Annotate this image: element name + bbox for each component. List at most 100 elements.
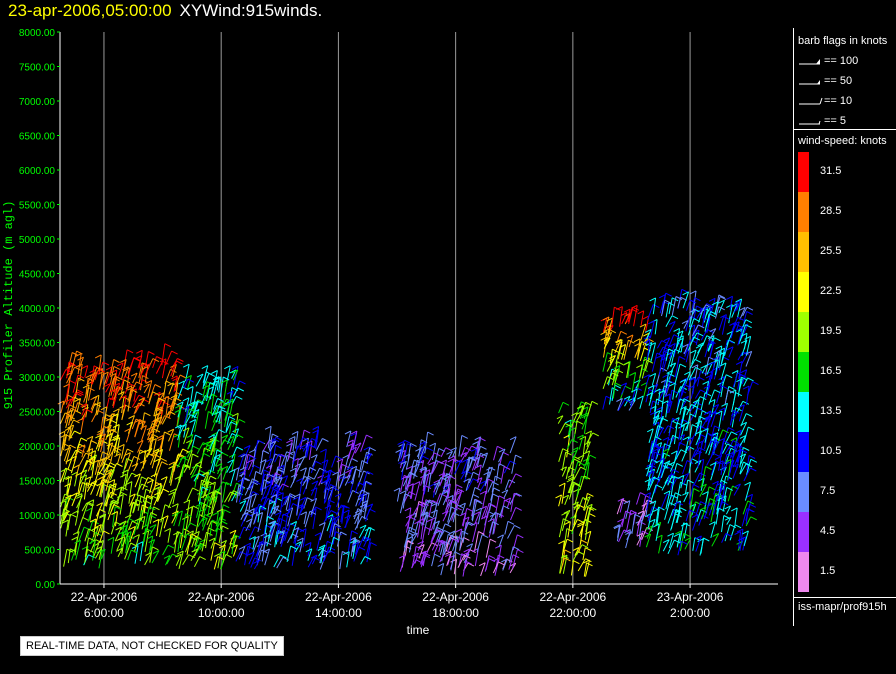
wind-barb-shaft [701, 365, 707, 374]
wind-barb-flag [620, 330, 628, 335]
wind-barb-shaft [346, 551, 350, 568]
wind-barb-shaft [692, 537, 696, 551]
wind-barb-flag [192, 411, 199, 416]
wind-barb-flag [239, 500, 247, 505]
wind-barb-flag [201, 486, 209, 491]
wind-barb-flag [735, 429, 742, 434]
wind-barb-shaft [190, 386, 194, 403]
wind-barb-flag [667, 532, 674, 537]
wind-barb-shaft [676, 482, 681, 503]
wind-barb-flag [90, 440, 98, 444]
wind-barb-shaft [626, 309, 631, 323]
wind-barb-shaft [602, 376, 608, 390]
wind-barb-shaft [655, 524, 660, 541]
wind-barb-flag [160, 476, 168, 481]
wind-barb-flag [162, 488, 170, 493]
wind-barb-shaft [172, 488, 177, 505]
wind-barb-shaft [274, 476, 281, 488]
wind-barb-flag [405, 514, 413, 519]
wind-barb-shaft [710, 462, 717, 481]
wind-barb-flag [169, 488, 177, 493]
wind-barb-shaft [672, 383, 676, 400]
wind-barb-shaft [737, 377, 742, 397]
wind-barb-flag [129, 525, 136, 530]
wind-barb-flag [591, 400, 599, 405]
wind-barb-shaft [639, 511, 645, 531]
wind-barb-flag [333, 515, 340, 520]
wind-barb-flag [308, 444, 315, 448]
wind-barb-shaft [336, 493, 342, 508]
wind-barb-shaft [573, 504, 579, 526]
wind-barb-shaft [322, 550, 330, 563]
wind-barb-shaft [105, 383, 112, 393]
wind-barb-flag [275, 444, 282, 449]
wind-barb-shaft [85, 384, 90, 405]
wind-barb-shaft [438, 523, 446, 540]
wind-barb-flag [504, 499, 511, 504]
wind-barb-flag [85, 452, 93, 457]
wind-barb-shaft [621, 344, 627, 360]
wind-barb-flag [110, 491, 118, 496]
wind-barb-flag [327, 515, 335, 520]
wind-barb-shaft [696, 509, 702, 522]
wind-barb-flag [577, 504, 584, 508]
wind-barb-flag [445, 463, 453, 468]
wind-barb-shaft [649, 385, 655, 400]
wind-barb-flag [113, 359, 120, 363]
wind-barb-shaft [648, 442, 653, 460]
wind-barb-shaft [681, 396, 689, 408]
wind-barb-flag [69, 548, 77, 553]
wind-barb-shaft [695, 330, 700, 346]
wind-barb-shaft [689, 501, 696, 519]
wind-barb-shaft [229, 530, 237, 545]
wind-barb-shaft [235, 467, 240, 481]
wind-barb-flag [472, 441, 479, 445]
wind-barb-shaft [152, 438, 157, 456]
wind-barb-flag [587, 492, 594, 497]
wind-barb-flag [222, 504, 230, 509]
wind-barb-flag [649, 464, 657, 469]
wind-barb-shaft [310, 480, 319, 496]
wind-barb-shaft [448, 459, 456, 475]
wind-barb-flag [649, 500, 657, 505]
wind-barb-shaft [63, 434, 68, 451]
wind-barb-flag [146, 479, 154, 484]
wind-barb-shaft [83, 482, 88, 500]
wind-barb-shaft [352, 430, 358, 449]
wind-barb-shaft [665, 302, 670, 318]
wind-barb-flag [116, 537, 123, 542]
wind-barb-flag [656, 352, 664, 357]
wind-barb-flag [190, 414, 197, 419]
wind-barb-shaft [495, 495, 500, 515]
wind-barb-shaft [616, 525, 621, 542]
wind-barb-shaft [427, 518, 433, 536]
wind-barb-flag [727, 443, 734, 448]
wind-barb-shaft [188, 530, 194, 545]
wind-barb-flag [196, 373, 204, 378]
wind-barb-flag [196, 391, 203, 396]
wind-barb-shaft [746, 455, 750, 470]
wind-barb-flag [238, 545, 246, 550]
wind-barb-shaft [71, 492, 78, 507]
wind-barb-flag [315, 506, 322, 511]
wind-barb-flag [726, 330, 734, 335]
wind-barb-shaft [284, 495, 290, 506]
wind-barb-flag [218, 544, 226, 549]
wind-barb-flag [275, 472, 282, 477]
wind-barb-flag [697, 407, 704, 412]
wind-barb-shaft [692, 290, 697, 311]
wind-barb-flag [737, 372, 745, 377]
wind-barb-flag [479, 490, 487, 495]
wind-barb-shaft [726, 331, 734, 345]
wind-barb-shaft [63, 511, 69, 522]
wind-barb-shaft [99, 371, 105, 388]
wind-barb-flag [618, 351, 626, 356]
wind-barb-shaft [692, 377, 696, 395]
wind-barb-flag [745, 350, 752, 355]
wind-barb-shaft [163, 381, 167, 398]
wind-barb-flag [141, 366, 149, 370]
wind-barb-shaft [125, 535, 129, 554]
wind-barb-shaft [694, 416, 700, 436]
wind-barb-shaft [155, 461, 163, 478]
wind-barb-shaft [578, 497, 584, 510]
